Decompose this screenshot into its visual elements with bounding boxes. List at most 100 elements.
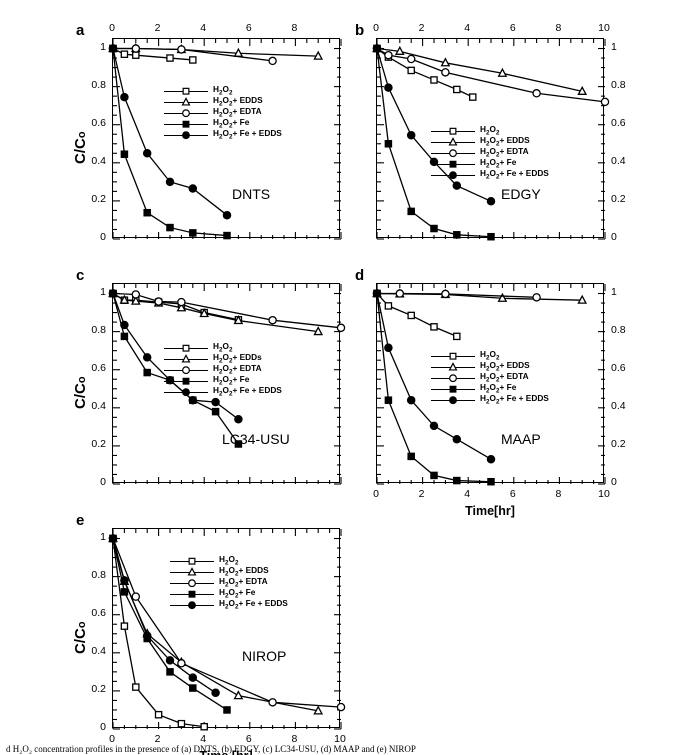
legend-label: H2O2+ EDTA [219, 575, 268, 589]
legend-marker-open-triangle-icon [164, 97, 208, 107]
legend-item-open-square: H2O2 [164, 340, 282, 354]
ytick-label-d: 0.8 [611, 323, 626, 336]
legend-label: H2O2+ Fe [480, 156, 517, 170]
ytick-label-c: 1 [100, 285, 106, 298]
legend-marker-open-square-icon [164, 343, 208, 353]
legend-item-filled-circle: H2O2+ Fe + EDDS [164, 127, 282, 141]
legend-marker-open-triangle-icon [164, 354, 208, 364]
legend-item-filled-circle: H2O2+ Fe + EDDS [431, 392, 549, 406]
legend-marker-filled-square-icon [170, 589, 214, 599]
legend-item-filled-square: H2O2+ Fe [431, 156, 549, 170]
legend-b: H2O2 H2O2+ EDDS H2O2+ EDTA H2O2+ Fe H2O2+ Fe… [431, 124, 549, 181]
ytick-label-e: 1 [100, 530, 106, 543]
legend-item-filled-circle: H2O2+ Fe + EDDS [170, 597, 288, 611]
legend-item-filled-square: H2O2+ Fe [164, 374, 282, 387]
ytick-label-d: 0.2 [611, 437, 626, 450]
legend-label: H2O2+ Fe + EDDS [213, 384, 282, 398]
ytick-label-c: 0 [100, 476, 106, 488]
legend-marker-filled-circle-icon [431, 395, 475, 405]
legend-label: H2O2 [213, 340, 233, 354]
yaxis-title-a: C/Co [72, 131, 89, 164]
series-c-2 [108, 289, 346, 333]
legend-label: H2O2+ EDTA [213, 105, 262, 119]
legend-marker-open-square-icon [431, 351, 475, 361]
legend-item-open-triangle: H2O2+ EDDS [431, 135, 549, 148]
xaxis-title-e: Time [hr] [186, 749, 266, 755]
series-d-4 [372, 289, 496, 464]
series-c-4 [108, 289, 243, 424]
legend-label: H2O2+ Fe [219, 586, 256, 600]
legend-item-filled-square: H2O2+ Fe [431, 382, 549, 395]
sample-label-e: NIROP [242, 648, 287, 664]
xtick-label-e: 4 [200, 733, 207, 745]
yaxis-title-c: C/Co [72, 376, 89, 409]
xtick-label-a: 8 [291, 22, 298, 34]
series-d-1 [372, 288, 588, 304]
plot-canvas-c [108, 284, 346, 485]
legend-label: H2O2+ EDTA [480, 145, 529, 159]
legend-label: H2O2+ EDTA [480, 370, 529, 384]
legend-item-filled-circle: H2O2+ Fe + EDDS [164, 384, 282, 398]
legend-marker-open-triangle-icon [431, 137, 475, 147]
ytick-label-b: 0.4 [611, 154, 626, 167]
xtick-label-a: 0 [109, 22, 115, 34]
legend-label: H2O2 [213, 83, 233, 97]
ytick-label-a: 0.2 [91, 192, 106, 205]
legend-label: H2O2+ Fe + EDDS [480, 392, 549, 406]
sample-label-d: MAAP [501, 431, 541, 447]
xtick-label-d: 4 [464, 488, 471, 500]
xtick-label-e: 0 [109, 733, 115, 745]
series-e-4 [108, 534, 220, 698]
xtick-label-e: 6 [245, 733, 252, 745]
legend-marker-filled-square-icon [431, 159, 475, 169]
ytick-label-a: 1 [100, 40, 106, 53]
panel-letter-d: d [355, 267, 365, 284]
plot-canvas-a [108, 39, 342, 240]
legend-label: H2O2+ Fe + EDDS [480, 167, 549, 181]
ytick-label-b: 0 [611, 231, 617, 243]
xtick-label-d: 8 [555, 488, 562, 500]
yaxis-title-e: C/Co [72, 621, 89, 654]
ytick-label-c: 0.6 [91, 361, 106, 374]
ytick-label-a: 0 [100, 231, 106, 243]
legend-marker-open-circle-icon [164, 365, 208, 375]
legend-marker-filled-square-icon [164, 119, 208, 129]
legend-item-open-triangle: H2O2+ EDDS [170, 565, 288, 578]
caption-text: d H₂O₂ concentration profiles in the pre… [6, 744, 416, 754]
xtick-label-b: 6 [509, 22, 516, 34]
legend-marker-open-circle-icon [431, 148, 475, 158]
xtick-label-d: 10 [598, 488, 610, 500]
ytick-label-c: 0.8 [91, 323, 106, 336]
series-d-2 [372, 289, 541, 302]
legend-label: H2O2+ Fe + EDDS [213, 127, 282, 141]
ytick-label-a: 0.4 [91, 154, 106, 167]
panel-letter-c: c [76, 267, 85, 284]
legend-item-filled-circle: H2O2+ Fe + EDDS [431, 167, 549, 181]
xaxis-title-d: Time[hr] [465, 504, 515, 518]
legend-marker-filled-circle-icon [170, 600, 214, 610]
legend-label: H2O2 [219, 553, 239, 567]
legend-label: H2O2+ Fe + EDDS [219, 597, 288, 611]
xtick-label-b: 0 [373, 22, 379, 34]
legend-label: H2O2+ EDTA [213, 362, 262, 376]
legend-item-filled-square: H2O2+ Fe [170, 586, 288, 600]
xtick-label-d: 0 [373, 488, 379, 500]
plot-frame-e [108, 528, 346, 731]
xtick-label-b: 4 [464, 22, 471, 34]
series-b-1 [372, 43, 588, 95]
legend-item-open-triangle: H2O2+ EDDs [164, 351, 282, 365]
legend-label: H2O2+ EDDs [213, 351, 262, 365]
sample-label-a: DNTS [232, 186, 271, 202]
legend-d: H2O2 H2O2+ EDDS H2O2+ EDTA H2O2+ Fe H2O2+ Fe… [431, 349, 549, 406]
series-c-1 [108, 288, 324, 336]
ytick-label-d: 1 [611, 285, 617, 298]
plot-canvas-b [372, 39, 610, 241]
legend-item-open-triangle: H2O2+ EDDS [431, 360, 549, 373]
xtick-label-d: 6 [509, 488, 516, 500]
ytick-label-d: 0.4 [611, 399, 626, 412]
legend-marker-filled-square-icon [431, 384, 475, 394]
xtick-label-a: 4 [200, 22, 207, 34]
ytick-label-a: 0.6 [91, 116, 106, 129]
plot-canvas-e [108, 529, 346, 731]
